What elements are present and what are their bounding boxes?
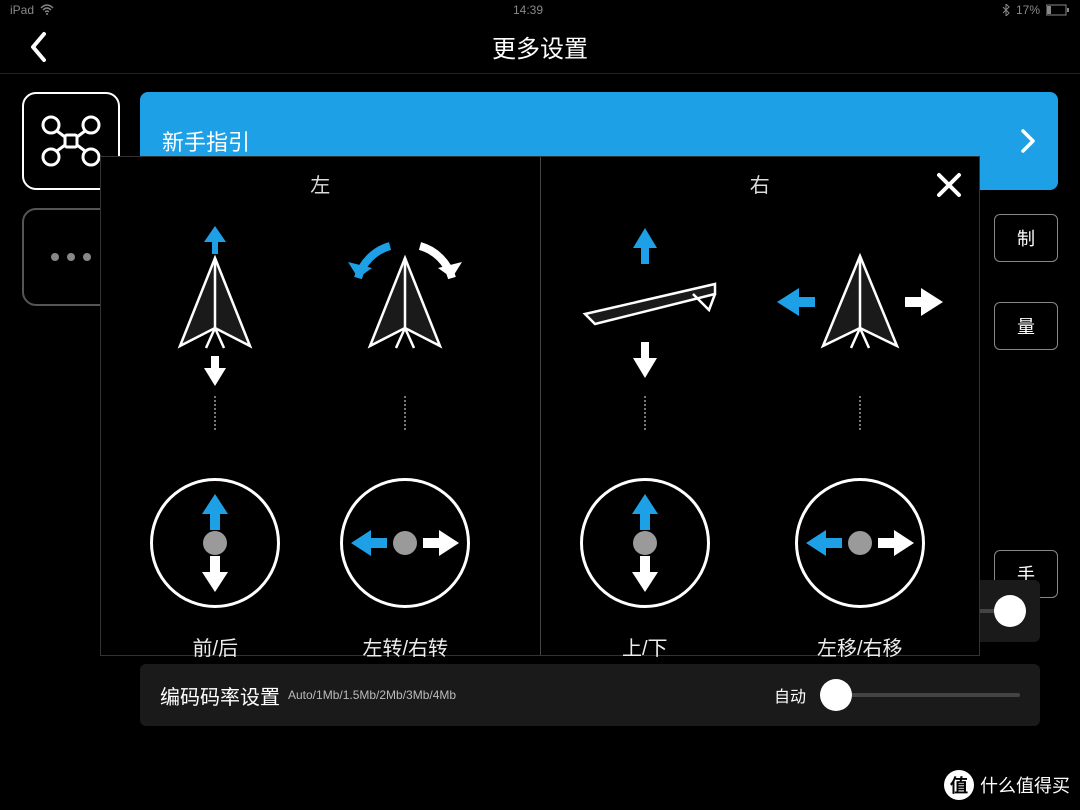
bitrate-auto-label: 自动 [774,683,806,707]
close-button[interactable] [935,171,963,199]
caption-r2: 左移/右移 [817,632,903,661]
right-title: 右 [750,169,770,198]
status-bar: iPad 14:39 17% [0,0,1080,20]
col-up-down: 上/下 [565,218,725,661]
controls-modal: 左 [100,156,980,656]
option-btn-2[interactable]: 量 [994,302,1058,350]
col-forward-back: 前/后 [150,218,280,661]
dotted-line [214,396,216,430]
battery-pct: 17% [1016,3,1040,17]
plane-strafe-icon [765,218,955,388]
left-title: 左 [310,169,330,198]
bitrate-row: 编码码率设置 Auto/1Mb/1.5Mb/2Mb/3Mb/4Mb 自动 [140,664,1040,726]
dotted-line [644,396,646,430]
dots-icon [47,250,95,264]
back-button[interactable] [28,30,50,64]
modal-right: 右 上/下 [540,157,980,655]
clock: 14:39 [513,3,543,17]
title-bar: 更多设置 [0,20,1080,74]
dotted-line [859,396,861,430]
chevron-right-icon [1020,128,1036,154]
watermark-badge: 值 [944,770,974,800]
bitrate-sub: Auto/1Mb/1.5Mb/2Mb/3Mb/4Mb [288,688,456,702]
caption-l2: 左转/右转 [362,632,448,661]
stick-up-down [580,478,710,608]
watermark-text: 什么值得买 [980,772,1070,798]
drone-icon [41,115,101,167]
stick-rotate [340,478,470,608]
ev-slider-thumb[interactable] [994,595,1026,627]
wifi-icon [40,4,54,16]
dotted-line [404,396,406,430]
option-btn-1[interactable]: 制 [994,214,1058,262]
plane-rotate-icon [320,218,490,388]
stick-forward-back [150,478,280,608]
guide-label: 新手指引 [162,125,250,157]
watermark: 值 什么值得买 [944,770,1070,800]
modal-left: 左 [101,157,540,655]
battery-icon [1046,4,1070,16]
bitrate-slider-thumb[interactable] [820,679,852,711]
plane-forward-back-icon [150,218,280,388]
bitrate-label: 编码码率设置 [160,681,280,710]
page-title: 更多设置 [492,29,588,64]
col-rotate: 左转/右转 [320,218,490,661]
bluetooth-icon [1002,4,1010,16]
col-strafe: 左移/右移 [765,218,955,661]
caption-r1: 上/下 [622,632,668,661]
device-label: iPad [10,3,34,17]
caption-l1: 前/后 [192,632,238,661]
stick-strafe [795,478,925,608]
plane-updown-icon [565,218,725,388]
